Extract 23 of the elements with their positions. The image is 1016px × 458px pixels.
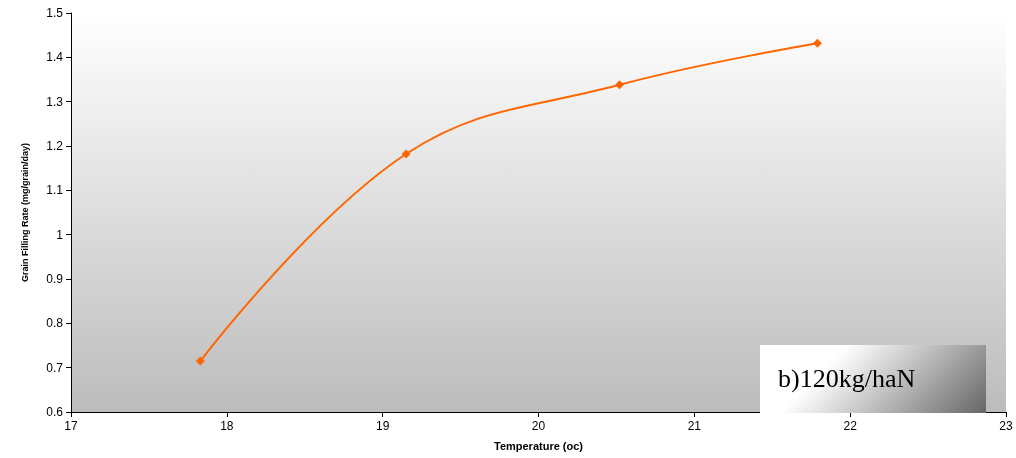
x-tick-label: 21: [687, 419, 702, 433]
point: [812, 38, 822, 48]
point: [615, 80, 625, 90]
y-tick-label: 0.9: [46, 272, 64, 286]
y-tick-label: 1.5: [46, 6, 64, 20]
y-axis-title: Grain Filling Rate (mg/grain/day): [19, 142, 30, 283]
x-axis-title: Temperature (oc): [493, 439, 584, 452]
y-tick-label: 0.8: [46, 316, 64, 331]
x-tick-label: 19: [375, 419, 390, 433]
point: [195, 356, 205, 366]
x-tick-label: 18: [220, 419, 234, 433]
point: [401, 149, 411, 159]
y-tick-label: 1: [56, 227, 64, 242]
y-tick-label: 0.6: [46, 405, 64, 419]
x-tick-label: 22: [843, 419, 858, 433]
x-tick-label: 17: [64, 419, 78, 433]
x-tick-label: 23: [999, 419, 1013, 433]
y-tick-label: 1.3: [46, 94, 64, 109]
y-tick-label: 0.7: [46, 360, 64, 375]
y-tick-label: 1.2: [46, 139, 64, 153]
x-tick-label: 20: [531, 419, 546, 433]
y-tick-label: 1.1: [46, 183, 64, 198]
y-tick-label: 1.4: [46, 50, 64, 65]
